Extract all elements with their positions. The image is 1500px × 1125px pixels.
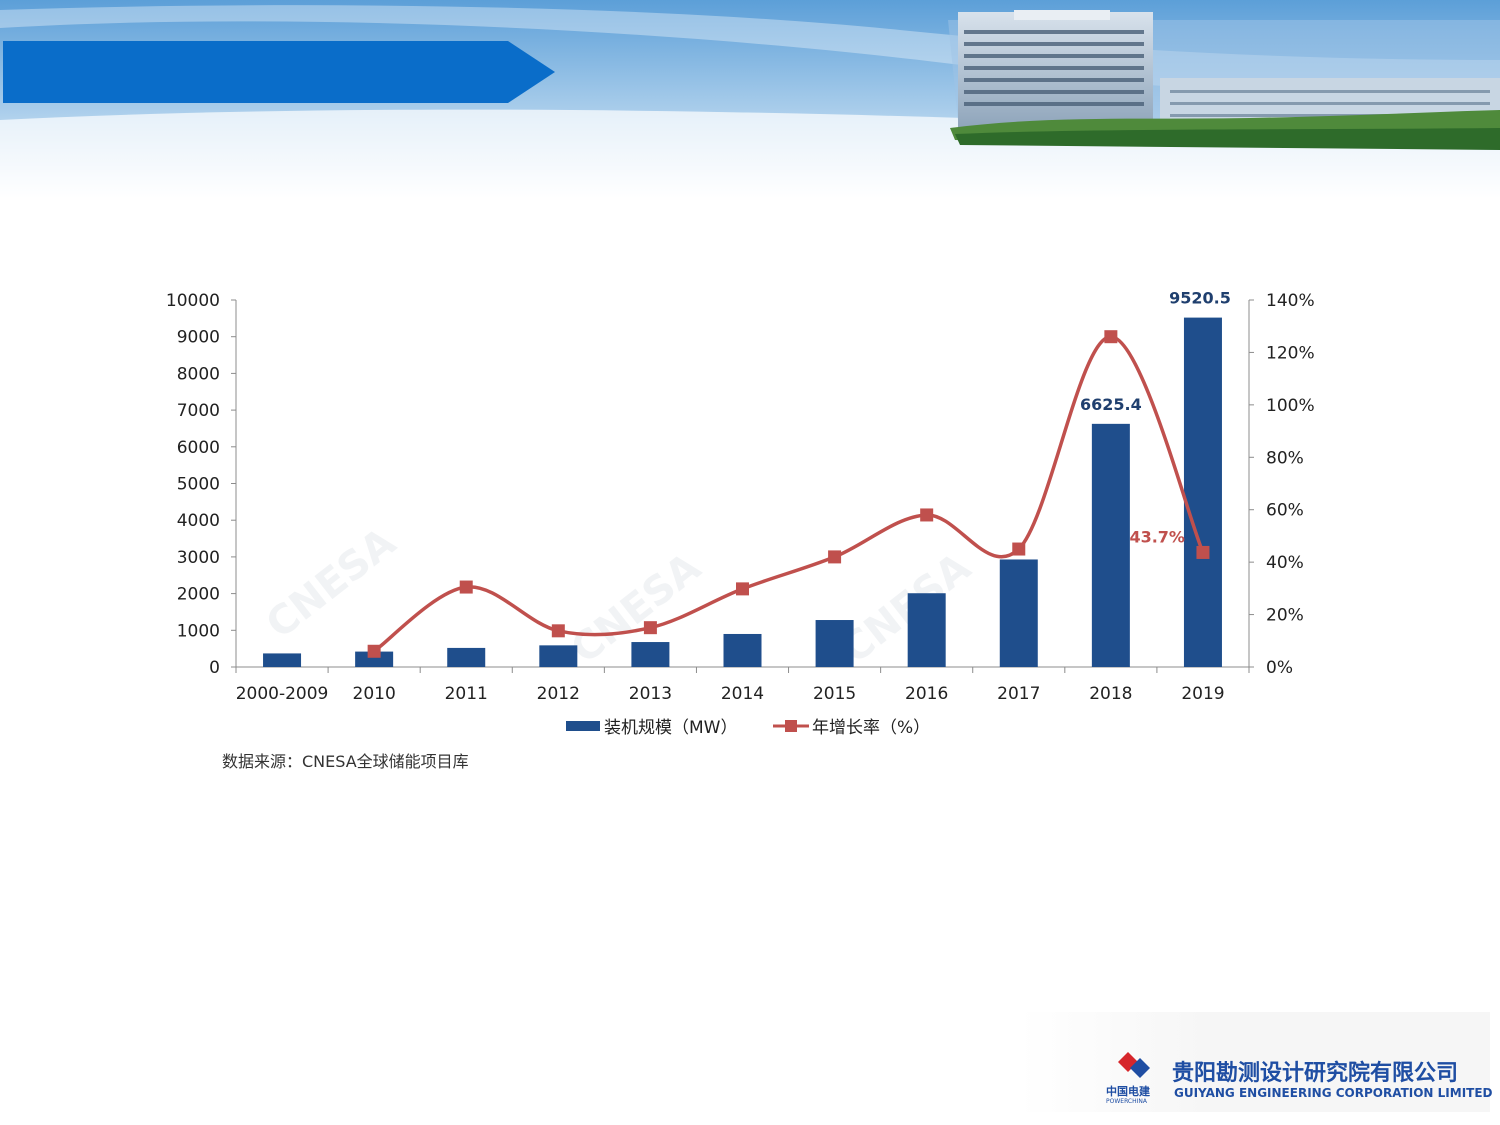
legend-line-marker [785, 720, 797, 732]
line-point [551, 624, 565, 638]
x-tick-label: 2018 [1089, 684, 1132, 704]
y-right-tick-label: 40% [1266, 553, 1304, 573]
company-name-cn: 贵阳勘测设计研究院有限公司 [1172, 1061, 1459, 1086]
line-point [367, 644, 381, 658]
brand-name-en: POWERCHINA [1106, 1098, 1147, 1105]
data-label: 9520.5 [1169, 289, 1231, 308]
y-right-tick-label: 120% [1266, 343, 1315, 363]
bar [723, 633, 762, 667]
x-tick-label: 2010 [353, 684, 396, 704]
y-right-tick-label: 100% [1266, 396, 1315, 416]
y-left-tick-label: 4000 [177, 511, 220, 531]
x-tick-label: 2011 [445, 684, 488, 704]
building-photo [948, 10, 1500, 150]
company-name-en: GUIYANG ENGINEERING CORPORATION LIMITED [1174, 1086, 1493, 1100]
bar [263, 653, 302, 667]
bar [1091, 423, 1130, 667]
y-left-tick-label: 5000 [177, 475, 220, 495]
title-arrow-bar [3, 41, 555, 103]
header-banner [0, 0, 1500, 200]
y-left-tick-label: 6000 [177, 438, 220, 458]
bar [631, 642, 670, 667]
x-tick-label: 2016 [905, 684, 948, 704]
y-right-tick-label: 0% [1266, 658, 1293, 678]
line-point [920, 508, 934, 522]
y-left-tick-label: 0 [209, 658, 220, 678]
bar [907, 593, 946, 667]
y-right-tick-label: 80% [1266, 448, 1304, 468]
line-point [1012, 542, 1026, 556]
x-tick-label: 2013 [629, 684, 672, 704]
line-point [736, 582, 749, 596]
y-right-tick-label: 140% [1266, 291, 1315, 311]
y-right-tick-label: 20% [1266, 606, 1304, 626]
line-point [1196, 545, 1210, 559]
y-left-tick-label: 10000 [166, 291, 220, 311]
x-tick-label: 2000-2009 [236, 684, 329, 704]
brand-name-cn: 中国电建 [1106, 1085, 1150, 1098]
bar [447, 647, 486, 667]
legend-bar-label: 装机规模（MW） [604, 718, 737, 738]
data-source-note: 数据来源：CNESA全球储能项目库 [222, 752, 469, 771]
bar [815, 620, 854, 667]
line-point [1104, 330, 1118, 344]
y-left-tick-label: 3000 [177, 548, 220, 568]
y-left-tick-label: 8000 [177, 364, 220, 384]
growth-rate-line [373, 334, 1205, 653]
bar [539, 645, 578, 667]
bar [355, 651, 394, 667]
x-tick-label: 2014 [721, 684, 764, 704]
svg-text:CNESA: CNESA [258, 519, 404, 648]
x-tick-label: 2017 [997, 684, 1040, 704]
y-left-tick-label: 1000 [177, 621, 220, 641]
footer-logo-area [1020, 1012, 1490, 1112]
svg-text:CNESA: CNESA [833, 544, 979, 673]
legend: 装机规模（MW） 年增长率（%） [566, 718, 930, 738]
line-point [643, 621, 657, 635]
x-tick-label: 2012 [537, 684, 580, 704]
watermark: CNESA CNESA CNESA [258, 519, 979, 673]
bar [1183, 317, 1222, 667]
y-left-tick-label: 2000 [177, 585, 220, 605]
x-tick-label: 2015 [813, 684, 856, 704]
line-point [828, 550, 842, 564]
bar [999, 559, 1038, 667]
y-right-tick-label: 60% [1266, 501, 1304, 521]
line-point [459, 580, 473, 594]
data-label: 6625.4 [1080, 395, 1142, 414]
y-left-tick-label: 7000 [177, 401, 220, 421]
y-left-tick-label: 9000 [177, 328, 220, 348]
powerchina-logo-icon [1118, 1052, 1150, 1078]
data-label: 43.7% [1129, 527, 1185, 546]
x-tick-label: 2019 [1181, 684, 1224, 704]
legend-bar-swatch [566, 721, 600, 731]
legend-line-label: 年增长率（%） [812, 718, 930, 738]
